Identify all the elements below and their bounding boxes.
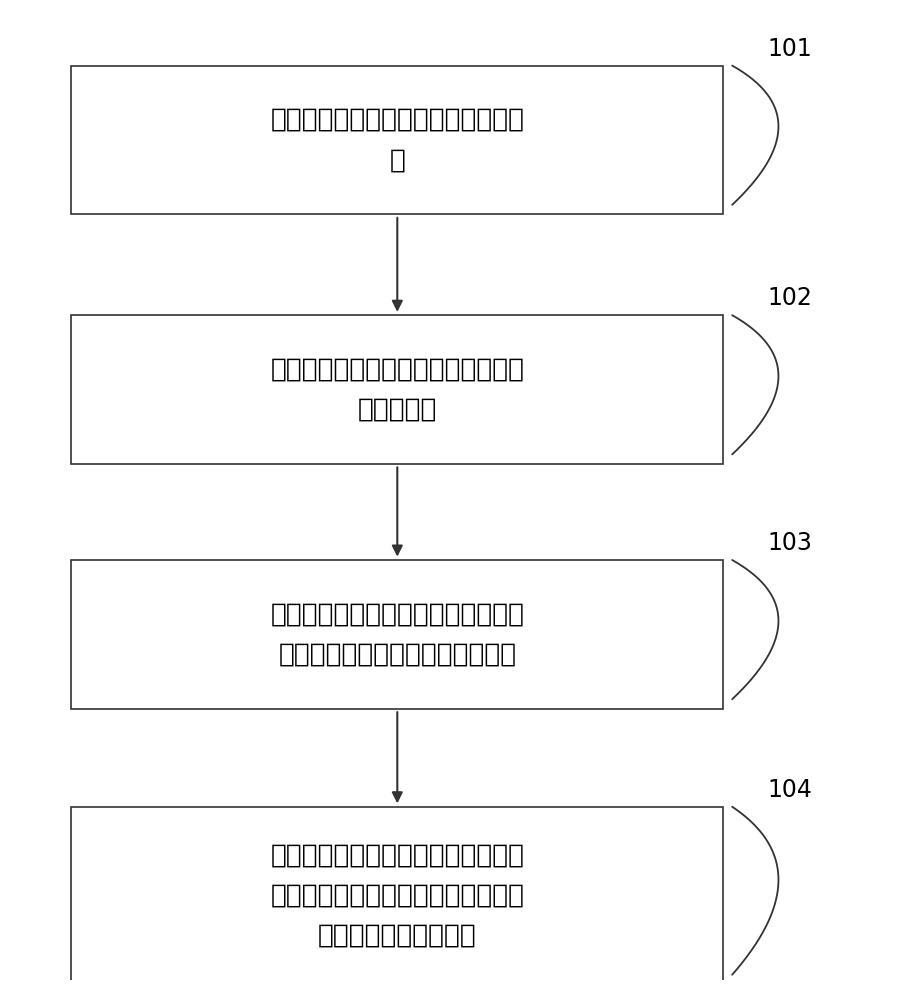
Text: 诊断变压器的故障类型: 诊断变压器的故障类型 (318, 923, 476, 949)
Bar (72, 560, 723, 709)
Text: 将待诊断变压器绣缘油中溶解的待诊: 将待诊断变压器绣缘油中溶解的待诊 (270, 842, 524, 868)
Text: 度: 度 (389, 147, 405, 173)
Text: 103: 103 (767, 531, 812, 555)
Text: 和测试样本，构建并训练神经网络: 和测试样本，构建并训练神经网络 (278, 642, 516, 668)
Text: 102: 102 (767, 286, 812, 310)
Text: 101: 101 (767, 37, 812, 61)
Text: 104: 104 (767, 778, 812, 802)
Text: 将故障对照表中的数据作为训练样本: 将故障对照表中的数据作为训练样本 (270, 601, 524, 627)
Text: 建立变压器的故障类型和气体浓度的: 建立变压器的故障类型和气体浓度的 (270, 356, 524, 382)
Text: 断气体浓度输入到神经网络，诊断待: 断气体浓度输入到神经网络，诊断待 (270, 883, 524, 909)
Text: 获取变压器的绣缘油中溶解的气体浓: 获取变压器的绣缘油中溶解的气体浓 (270, 107, 524, 133)
Text: 故障对照表: 故障对照表 (358, 397, 437, 423)
Bar (72, 807, 723, 984)
Bar (72, 315, 723, 464)
Bar (72, 66, 723, 214)
